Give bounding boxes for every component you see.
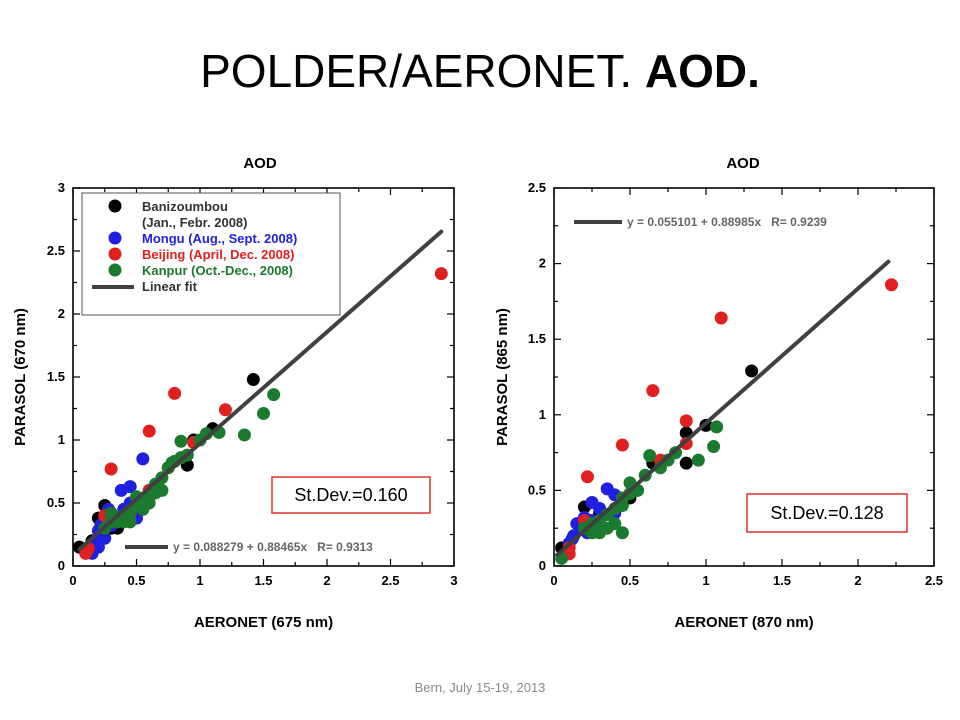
y-tick-label: 0: [58, 558, 65, 573]
footer-text: Bern, July 15-19, 2013: [414, 680, 546, 695]
x-axis-title: AERONET (870 nm): [674, 614, 813, 631]
data-point-kanpur: [691, 453, 705, 467]
chart-title: AOD: [726, 155, 760, 172]
y-axis-title: PARASOL (670 nm): [12, 308, 29, 446]
legend-label: Mongu (Aug., Sept. 2008): [142, 231, 297, 246]
x-tick-label: 1.5: [773, 573, 791, 588]
x-tick-label: 2: [323, 573, 330, 588]
legend-label: Kanpur (Oct.-Dec., 2008): [142, 263, 293, 278]
data-point-mongu: [91, 540, 105, 554]
x-tick-label: 0: [69, 573, 76, 588]
y-tick-label: 0.5: [528, 482, 546, 497]
fit-equation-r: R= 0.9239: [771, 215, 827, 229]
fit-equation-formula: y = 0.088279 + 0.88465x: [173, 540, 307, 554]
y-tick-label: 1: [58, 432, 65, 447]
fit-equation: y = 0.055101 + 0.88985x R= 0.9239: [627, 215, 827, 229]
legend-marker: [108, 231, 122, 245]
x-tick-label: 0.5: [621, 573, 639, 588]
stdev-label: St.Dev.=0.160: [294, 485, 407, 505]
data-point-kanpur: [707, 440, 721, 454]
legend-box: [81, 192, 341, 316]
y-tick-label: 1: [539, 407, 546, 422]
x-tick-label: 3: [450, 573, 457, 588]
x-tick-label: 2: [854, 573, 861, 588]
y-tick-label: 2.5: [528, 180, 546, 195]
x-tick-label: 2.5: [381, 573, 399, 588]
y-tick-label: 0: [539, 558, 546, 573]
legend-marker: [108, 263, 122, 277]
data-point-kanpur: [593, 526, 607, 540]
data-point-kanpur: [142, 496, 156, 510]
data-point-beijing: [646, 384, 660, 398]
y-axis-title: PARASOL (865 nm): [494, 308, 511, 446]
legend-marker: [108, 247, 122, 261]
data-point-kanpur: [237, 428, 251, 442]
data-point-mongu: [136, 452, 150, 466]
data-point-beijing: [679, 414, 693, 428]
chart-title: AOD: [243, 155, 277, 172]
y-tick-label: 2.5: [47, 243, 65, 258]
data-point-beijing: [168, 386, 182, 400]
y-tick-label: 2: [58, 306, 65, 321]
chart-right: 0 0.5 1 1.5 2 2.5 0 0.5 1 1.5 2 2.5 AOD AERONET (870 …: [494, 155, 943, 631]
data-point-banizoumbou: [679, 456, 693, 470]
data-point-beijing: [434, 267, 448, 281]
slide-title: POLDER/AERONET. AOD.: [0, 44, 960, 98]
x-tick-label: 0.5: [127, 573, 145, 588]
x-tick-label: 0: [550, 573, 557, 588]
x-tick-label: 2.5: [925, 573, 943, 588]
x-axis-title: AERONET (675 nm): [194, 614, 333, 631]
x-tick-label: 1: [702, 573, 709, 588]
data-point-kanpur: [123, 515, 137, 529]
data-point-kanpur: [257, 407, 270, 421]
y-tick-label: 3: [58, 180, 65, 195]
data-point-beijing: [884, 278, 898, 292]
data-point-beijing: [218, 403, 232, 417]
data-point-beijing: [615, 438, 629, 452]
data-point-kanpur: [710, 420, 724, 434]
data-point-banizoumbou: [246, 373, 260, 387]
chart-left: 0 0.5 1 1.5 2 2.5 3 0 0.5 1 1.5 2 2.5 3 AOD AERONET (67…: [12, 155, 458, 631]
y-tick-label: 1.5: [47, 369, 65, 384]
data-point-kanpur: [615, 526, 629, 540]
y-tick-label: 1.5: [528, 331, 546, 346]
x-tick-label: 1: [196, 573, 203, 588]
stdev-box: [271, 476, 431, 514]
data-point-mongu: [123, 480, 137, 494]
stdev-box: [746, 493, 908, 533]
fit-equation-formula: y = 0.055101 + 0.88985x: [627, 215, 761, 229]
stdev-label: St.Dev.=0.128: [770, 503, 883, 523]
data-point-kanpur: [174, 434, 188, 448]
legend-label: Banizoumbou: [142, 199, 228, 214]
legend-label: Linear fit: [142, 279, 198, 294]
slide-title-plain: POLDER/AERONET.: [200, 45, 645, 97]
data-point-beijing: [580, 470, 594, 484]
slide-title-bold: AOD.: [644, 45, 760, 97]
legend-marker: [108, 199, 122, 213]
legend-label: Beijing (April, Dec. 2008): [142, 247, 294, 262]
y-tick-label: 0.5: [47, 495, 65, 510]
x-tick-label: 1.5: [254, 573, 272, 588]
legend-sublabel: (Jan., Febr. 2008): [142, 215, 248, 230]
y-tick-label: 2: [539, 256, 546, 271]
fit-equation: y = 0.088279 + 0.88465x R= 0.9313: [173, 540, 373, 554]
data-point-kanpur: [267, 388, 281, 402]
linear-fit-line: [77, 229, 444, 552]
data-point-banizoumbou: [745, 364, 759, 378]
data-point-kanpur: [643, 449, 657, 463]
data-point-kanpur: [608, 517, 622, 531]
data-point-beijing: [104, 462, 118, 476]
data-point-beijing: [142, 424, 156, 438]
fit-equation-r: R= 0.9313: [317, 540, 373, 554]
data-point-beijing: [714, 311, 728, 325]
linear-fit-line: [555, 259, 891, 557]
